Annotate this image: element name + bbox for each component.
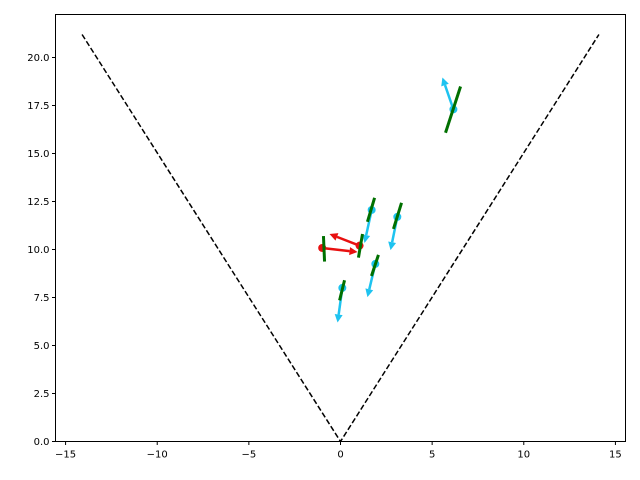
y-axis: 0.0 2.5 5.0 7.5 10.0 12.5 15.0 17.5 20.0 xyxy=(27,53,56,448)
axes-frame xyxy=(55,14,626,442)
y-tick-label: 7.5 xyxy=(34,293,50,304)
velocity-arrowhead xyxy=(365,288,374,298)
velocity-arrow xyxy=(336,235,361,247)
y-tick-label: 0.0 xyxy=(34,437,50,448)
velocity-arrowhead xyxy=(441,77,449,87)
heading-segment xyxy=(370,254,380,277)
velocity-arrowhead xyxy=(388,241,397,251)
heading-segment xyxy=(392,202,403,230)
agent-6 xyxy=(318,235,358,262)
velocity-arrowhead xyxy=(349,247,358,256)
heading-segment xyxy=(338,279,346,301)
x-tick-label: 15 xyxy=(609,450,622,461)
x-tick-label: 10 xyxy=(517,450,530,461)
velocity-arrowhead xyxy=(362,234,371,243)
x-tick-label: −15 xyxy=(55,450,76,461)
x-tick-label: −5 xyxy=(241,450,256,461)
y-tick-label: 5.0 xyxy=(34,341,50,352)
agent-5 xyxy=(441,77,462,134)
agent-7 xyxy=(329,233,364,258)
agent-1 xyxy=(334,279,347,323)
x-tick-label: −10 xyxy=(147,450,168,461)
heading-segment xyxy=(444,86,462,134)
velocity-arrowhead xyxy=(334,313,343,323)
y-tick-label: 2.5 xyxy=(34,389,50,400)
plot-area xyxy=(81,34,600,443)
agent-4 xyxy=(388,202,403,251)
agent-2 xyxy=(365,254,380,298)
heading-segment xyxy=(366,197,377,223)
y-tick-label: 15.0 xyxy=(27,149,49,160)
heading-segment xyxy=(321,235,327,262)
velocity-arrow xyxy=(322,246,350,253)
x-tick-label: 5 xyxy=(429,450,435,461)
velocity-arrowhead xyxy=(329,233,339,241)
y-tick-label: 20.0 xyxy=(27,53,49,64)
y-tick-label: 10.0 xyxy=(27,245,49,256)
agent-3 xyxy=(362,197,377,243)
x-tick-label: 0 xyxy=(337,450,343,461)
y-tick-label: 12.5 xyxy=(27,197,49,208)
y-tick-label: 17.5 xyxy=(27,101,49,112)
x-axis: −15 −10 −5 0 5 10 15 xyxy=(55,441,622,461)
velocity-arrow xyxy=(443,84,455,110)
heading-segment xyxy=(356,233,364,258)
